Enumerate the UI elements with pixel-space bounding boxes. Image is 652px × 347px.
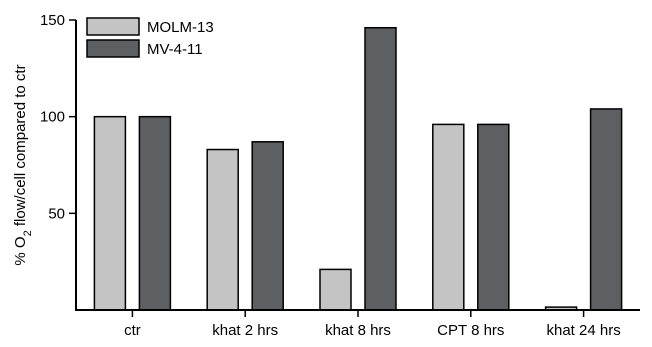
y-tick-label-100: 100 [40,109,65,126]
bar-mv-4-11-khat-2-hrs [251,141,284,311]
legend-swatch-mv-4-11 [86,39,140,58]
bar-mv-4-11-ctr [138,115,172,311]
bar-molm-13-cpt-8-hrs [432,123,465,311]
y-tick-label-150: 150 [40,12,65,29]
legend-label-molm-13: MOLM-13 [147,19,214,36]
y-axis-title: % O2 flow/cell compared to ctr [12,64,34,265]
bar-mv-4-11-khat-24-hrs [589,108,623,311]
y-tick-label-50: 50 [48,205,65,222]
bar-molm-13-ctr [93,115,127,311]
legend-swatch-molm-13 [86,17,140,36]
y-ticks-group: 50 100 150 [40,12,76,222]
x-tick-label-khat-8-hrs: khat 8 hrs [325,322,391,339]
x-tick-label-khat-24-hrs: khat 24 hrs [546,322,620,339]
x-tick-label-ctr: ctr [124,322,141,339]
bar-molm-13-khat-2-hrs [206,148,239,311]
bars-group [93,26,623,311]
bar-molm-13-khat-8-hrs [319,268,352,311]
x-tick-label-khat-2-hrs: khat 2 hrs [212,322,278,339]
legend-label-mv-4-11: MV-4-11 [147,41,203,58]
x-ticks-group: ctr khat 2 hrs khat 8 hrs CPT 8 hrs khat 24 … [124,310,621,339]
bar-mv-4-11-cpt-8-hrs [477,123,510,311]
legend: MOLM-13 MV-4-11 [86,17,214,58]
x-tick-label-cpt-8-hrs: CPT 8 hrs [437,322,504,339]
bar-mv-4-11-khat-8-hrs [364,26,397,311]
